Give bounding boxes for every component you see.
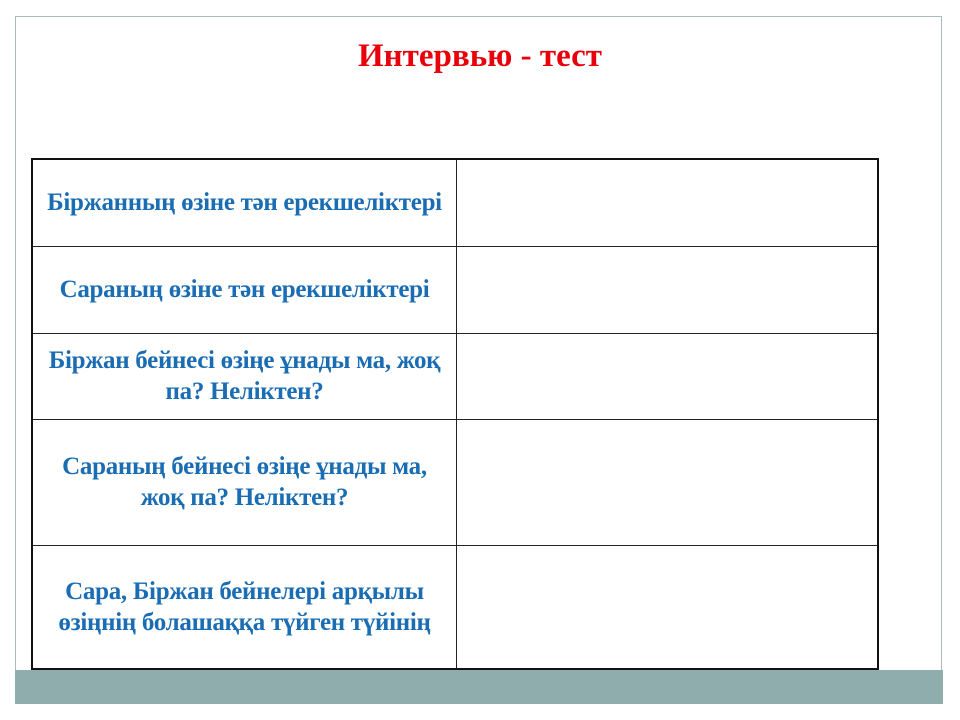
question-cell: Біржанның өзіне тән ерекшеліктері <box>31 158 457 247</box>
slide-title: Интервью - тест <box>358 38 602 74</box>
interview-table: Біржанның өзіне тән ерекшеліктері Сараны… <box>31 158 879 670</box>
answer-cell[interactable] <box>456 544 879 670</box>
answer-cell[interactable] <box>456 332 879 420</box>
table-row: Біржанның өзіне тән ерекшеліктері <box>31 158 879 247</box>
question-cell: Сараның бейнесі өзіңе ұнады ма, жоқ па? … <box>31 418 457 546</box>
table-row: Біржан бейнесі өзіңе ұнады ма, жоқ па? Н… <box>31 332 879 420</box>
table-row: Сараның бейнесі өзіңе ұнады ма, жоқ па? … <box>31 418 879 546</box>
question-cell: Біржан бейнесі өзіңе ұнады ма, жоқ па? Н… <box>31 332 457 420</box>
question-cell: Сара, Біржан бейнелері арқылы өзіңнің бо… <box>31 544 457 670</box>
question-cell: Сараның өзіне тән ерекшеліктері <box>31 245 457 334</box>
answer-cell[interactable] <box>456 158 879 247</box>
answer-cell[interactable] <box>456 245 879 334</box>
table-row: Сараның өзіне тән ерекшеліктері <box>31 245 879 334</box>
answer-cell[interactable] <box>456 418 879 546</box>
table-row: Сара, Біржан бейнелері арқылы өзіңнің бо… <box>31 544 879 670</box>
footer-bar <box>15 670 943 704</box>
